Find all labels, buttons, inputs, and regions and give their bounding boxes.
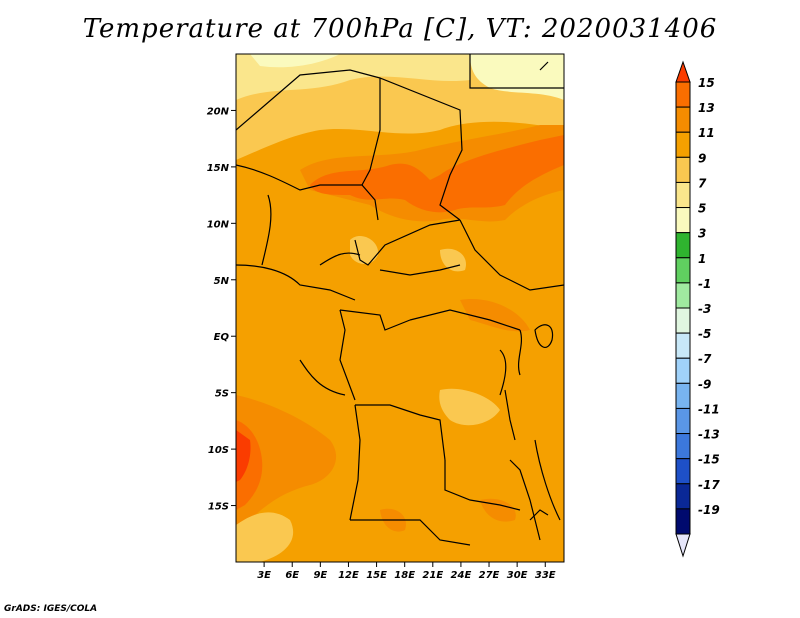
map-frame (235, 53, 565, 563)
x-tick-label: 30E (507, 570, 528, 581)
y-axis: 20N 15N 10N 5N EQ 5S 10S 15S (207, 106, 236, 513)
credit-label: GrADS: IGES/COLA (4, 604, 98, 614)
x-tick-label: 27E (479, 570, 500, 581)
colorbar-box (675, 257, 691, 284)
colorbar-label: 1 (698, 252, 706, 266)
colorbar-label: -19 (698, 503, 720, 517)
x-tick-label: 3E (257, 570, 271, 581)
colorbar-box (675, 81, 691, 108)
colorbar-label: 9 (698, 151, 706, 165)
colorbar-box (675, 382, 691, 409)
colorbar: 15 13 11 9 7 5 3 1 -1 -3 -5 -7 -9 -11 -13 -15 -17 -19 (675, 60, 720, 558)
temperature-field (236, 54, 564, 562)
colorbar-label: 11 (698, 126, 715, 140)
colorbar-box (675, 407, 691, 435)
country-borders (236, 54, 564, 546)
colorbar-box (675, 307, 691, 334)
colorbar-box (675, 483, 691, 510)
colorbar-label: 5 (698, 202, 706, 216)
colorbar-label: -7 (698, 352, 712, 366)
lake-outlines (504, 61, 554, 521)
y-tick-label: 15N (207, 163, 230, 174)
colorbar-label: 7 (698, 176, 707, 190)
colorbar-label: -9 (698, 377, 711, 391)
y-tick-label: 10S (208, 445, 229, 456)
colorbar-label: -1 (698, 277, 711, 291)
y-tick-label: 5N (214, 276, 230, 287)
colorbar-top-arrow (675, 60, 691, 83)
colorbar-box (675, 232, 691, 259)
x-tick-label: 12E (338, 570, 359, 581)
y-tick-label: 20N (207, 106, 230, 117)
colorbar-label: -17 (698, 478, 720, 492)
y-tick-label: 10N (207, 219, 230, 230)
x-tick-label: 33E (535, 570, 556, 581)
colorbar-bottom-arrow (675, 533, 691, 558)
x-tick-label: 24E (451, 570, 472, 581)
colorbar-label: 15 (698, 76, 715, 90)
colorbar-label: -5 (698, 327, 711, 341)
colorbar-box (675, 282, 691, 309)
x-tick-label: 18E (394, 570, 415, 581)
colorbar-box (675, 357, 691, 384)
colorbar-label: 13 (698, 101, 715, 115)
colorbar-label: -11 (698, 402, 720, 416)
colorbar-box (675, 156, 691, 183)
colorbar-box (675, 433, 691, 460)
x-tick-label: 15E (366, 570, 387, 581)
colorbar-box (675, 131, 691, 158)
colorbar-label: -13 (698, 428, 720, 442)
y-tick-label: EQ (214, 332, 230, 343)
colorbar-box (675, 332, 691, 359)
x-tick-label: 21E (422, 570, 443, 581)
colorbar-box (675, 458, 691, 485)
colorbar-box (675, 508, 691, 535)
colorbar-label: 3 (698, 227, 706, 241)
x-tick-label: 6E (285, 570, 299, 581)
colorbar-label: -3 (698, 302, 711, 316)
y-tick-label: 5S (215, 389, 229, 400)
chart-title: Temperature at 700hPa [C], VT: 202003140… (82, 14, 718, 44)
x-tick-label: 9E (313, 570, 327, 581)
x-axis: 3E 6E 9E 12E 15E 18E 21E 24E 27E 30E 33E (257, 562, 556, 581)
colorbar-box (675, 207, 691, 234)
colorbar-box (675, 181, 691, 209)
colorbar-box (675, 106, 691, 133)
colorbar-label: -15 (698, 453, 720, 467)
y-tick-label: 15S (208, 502, 229, 513)
